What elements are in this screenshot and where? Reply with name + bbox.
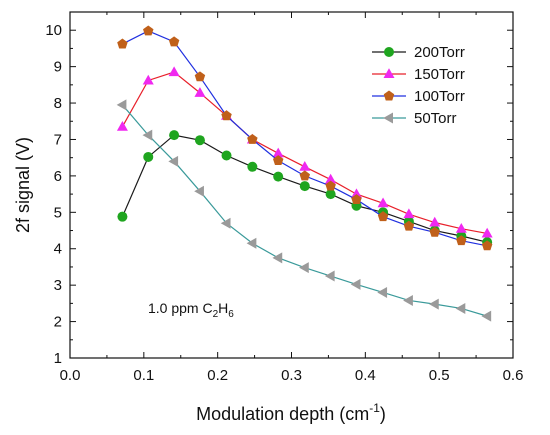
y-tick-label: 3 bbox=[54, 277, 62, 294]
data-point-100torr bbox=[403, 220, 415, 231]
data-point-50torr bbox=[428, 298, 439, 310]
y-tick-label: 5 bbox=[54, 204, 62, 221]
data-point-150torr bbox=[350, 188, 362, 199]
series-150torr bbox=[116, 66, 493, 238]
data-point-100torr bbox=[377, 211, 389, 222]
legend-marker-200torr bbox=[384, 47, 394, 57]
x-axis-title-superscript: -1 bbox=[369, 401, 380, 415]
legend-label-100torr: 100Torr bbox=[414, 88, 465, 105]
data-point-100torr bbox=[117, 38, 128, 49]
legend-label-200torr: 200Torr bbox=[414, 44, 465, 61]
data-point-200torr bbox=[325, 189, 336, 200]
y-tick-label: 8 bbox=[54, 95, 62, 112]
y-tick-label: 10 bbox=[45, 22, 62, 39]
annotation-mid: H bbox=[218, 300, 228, 316]
series-100torr bbox=[117, 25, 493, 251]
data-point-200torr bbox=[247, 161, 258, 172]
data-point-50torr bbox=[142, 129, 153, 141]
data-point-100torr bbox=[456, 235, 467, 246]
data-point-200torr bbox=[273, 171, 284, 182]
legend-label-150torr: 150Torr bbox=[414, 66, 465, 83]
data-point-200torr bbox=[117, 211, 128, 222]
data-point-100torr bbox=[168, 36, 180, 47]
x-tick-label: 0.1 bbox=[133, 367, 154, 384]
data-point-100torr bbox=[247, 133, 258, 144]
data-point-50torr bbox=[324, 270, 335, 282]
data-point-150torr bbox=[116, 120, 128, 131]
annotation-main: 1.0 ppm C bbox=[148, 300, 213, 316]
x-axis-title-main: Modulation depth (cm bbox=[196, 404, 369, 424]
data-point-150torr bbox=[325, 173, 337, 184]
y-tick-label: 2 bbox=[54, 314, 62, 331]
data-point-200torr bbox=[221, 150, 232, 161]
legend-marker-100torr bbox=[383, 90, 395, 101]
data-point-100torr bbox=[221, 110, 232, 121]
y-tick-label: 9 bbox=[54, 59, 62, 76]
data-point-50torr bbox=[377, 286, 388, 298]
data-point-100torr bbox=[194, 71, 206, 82]
data-point-150torr bbox=[429, 216, 441, 227]
y-axis-title: 2f signal (V) bbox=[13, 137, 33, 233]
series-50torr bbox=[116, 99, 492, 322]
data-point-150torr bbox=[142, 74, 154, 85]
data-point-100torr bbox=[325, 180, 336, 191]
data-point-200torr bbox=[143, 151, 154, 162]
legend-label-50torr: 50Torr bbox=[414, 110, 457, 127]
data-point-150torr bbox=[403, 208, 415, 219]
data-point-100torr bbox=[272, 155, 284, 166]
data-point-150torr bbox=[455, 222, 467, 233]
annotation: 1.0 ppm C2H6 bbox=[148, 300, 234, 320]
data-point-50torr bbox=[403, 294, 413, 306]
data-point-100torr bbox=[299, 170, 311, 181]
x-axis-title-close: ) bbox=[380, 404, 386, 424]
series-layer bbox=[116, 25, 493, 322]
x-tick-label: 0.6 bbox=[503, 367, 524, 384]
data-point-100torr bbox=[429, 226, 440, 237]
data-point-200torr bbox=[169, 130, 180, 141]
y-tick-label: 4 bbox=[54, 241, 62, 258]
data-point-150torr bbox=[272, 147, 284, 158]
data-point-100torr bbox=[351, 194, 362, 205]
data-point-150torr bbox=[299, 161, 311, 171]
data-point-150torr bbox=[168, 66, 180, 77]
x-tick-label: 0.2 bbox=[207, 367, 228, 384]
data-point-50torr bbox=[194, 185, 204, 197]
data-point-50torr bbox=[455, 302, 466, 314]
y-tick-label: 6 bbox=[54, 168, 62, 185]
x-tick-label: 0.3 bbox=[281, 367, 302, 384]
data-point-50torr bbox=[481, 310, 492, 322]
data-point-50torr bbox=[272, 252, 283, 264]
data-point-100torr bbox=[481, 240, 493, 251]
data-point-150torr bbox=[194, 87, 206, 97]
x-tick-label: 0.5 bbox=[429, 367, 450, 384]
y-tick-label: 7 bbox=[54, 131, 62, 148]
axis-ticks: 0.0 0.1 0.2 0.3 0.4 0.5 0.6 1 2 3 4 5 6 7 8 9 10 bbox=[45, 11, 524, 384]
data-point-150torr bbox=[377, 197, 389, 208]
x-tick-label: 0.4 bbox=[355, 367, 376, 384]
annotation-subscript-1: 2 bbox=[213, 309, 219, 320]
y-axis-title-group: 2f signal (V) bbox=[13, 137, 33, 233]
legend: 200Torr 150Torr 100Torr 50Torr bbox=[372, 44, 465, 127]
x-axis-title: Modulation depth (cm-1) bbox=[196, 401, 386, 424]
annotation-subscript-2: 6 bbox=[228, 309, 234, 320]
data-point-50torr bbox=[350, 278, 361, 290]
data-point-150torr bbox=[481, 227, 493, 238]
x-tick-label: 0.0 bbox=[60, 367, 81, 384]
y-tick-label: 1 bbox=[54, 350, 62, 367]
data-point-200torr bbox=[194, 135, 205, 146]
data-point-50torr bbox=[116, 99, 127, 111]
data-point-200torr bbox=[299, 181, 310, 192]
data-point-100torr bbox=[143, 25, 154, 36]
data-point-50torr bbox=[220, 217, 231, 229]
legend-marker-150torr bbox=[383, 68, 395, 78]
data-point-50torr bbox=[299, 262, 309, 274]
data-point-50torr bbox=[168, 155, 179, 167]
legend-marker-50torr bbox=[383, 112, 393, 124]
data-point-50torr bbox=[246, 237, 257, 249]
